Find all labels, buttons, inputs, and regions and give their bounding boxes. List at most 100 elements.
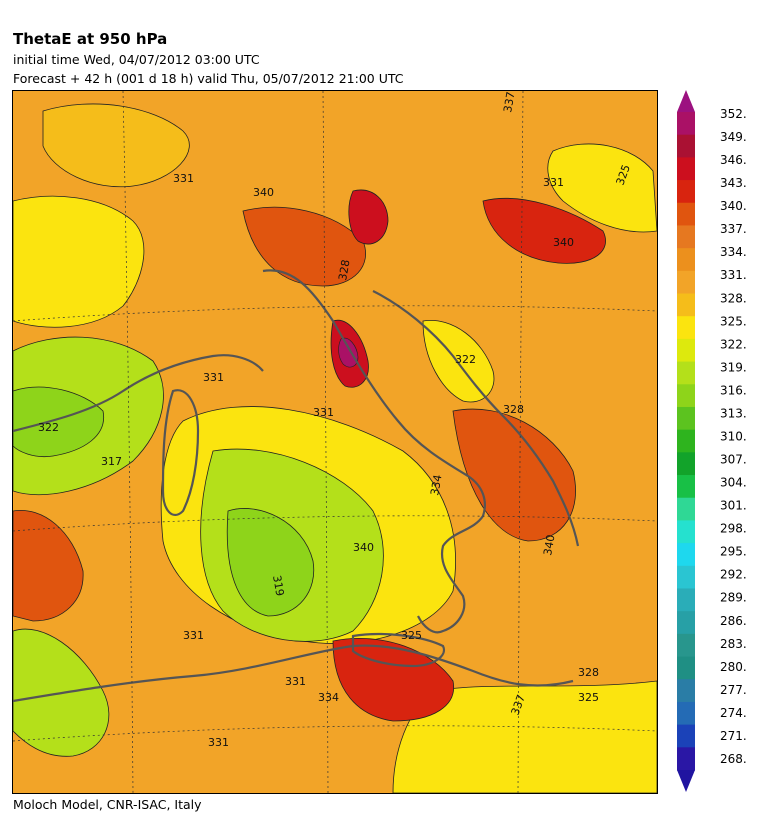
contour-label: 337 [501,91,517,114]
colorbar-level-label: 340. [720,199,747,213]
colorbar-swatch [677,361,695,385]
coastline-sicily [351,632,446,668]
colorbar-swatch [677,611,695,635]
colorbar-swatch [677,497,695,522]
colorbar-level-label: 328. [720,291,747,305]
field-region-south-yellow [392,680,657,793]
colorbar-level-label: 280. [720,660,747,674]
contour-label: 331 [285,675,306,688]
colorbar-level-label: 316. [720,383,747,397]
field-region-east-hot [482,197,606,264]
colorbar-level-label: 283. [720,637,747,651]
colorbar-legend: 352. 349. 346. 343. 340. 337. 334. 331. 328. 325.… [676,88,760,794]
colorbar-level-label: 292. [720,568,747,582]
coastline-north-africa [13,644,574,703]
field-region-tyrrhenian-deep-green [226,508,315,617]
coastline-italy [262,269,486,634]
contour-label: 322 [455,353,476,366]
colorbar-level-label: 268. [720,752,747,766]
contour-label: 331 [183,629,204,642]
contour-label: 317 [101,455,122,468]
colorbar-level-label: 307. [720,453,747,467]
colorbar-level-label: 322. [720,337,747,351]
field-region-alps-hot [242,206,366,287]
colorbar-swatch [677,384,695,408]
contour-label: 331 [543,176,564,189]
field-region-west-deep-green [13,386,105,458]
colorbar-swatch [677,202,695,227]
field-region-north-yellow [42,103,190,188]
contour-label: 340 [541,534,557,557]
contour-label: 331 [313,406,334,419]
colorbar-level-label: 343. [720,176,747,190]
colorbar-swatch [677,565,695,590]
colorbar-swatch [677,134,695,158]
colorbar-swatch [677,633,695,658]
contour-label: 331 [203,371,224,384]
thetae-map: 337 331 340 325 331 340 328 322 331 322 … [12,90,658,794]
colorbar-level-label: 349. [720,130,747,144]
colorbar-level-label: 334. [720,245,747,259]
contour-label: 328 [503,403,524,416]
colorbar-level-label: 325. [720,314,747,328]
colorbar-swatch [677,316,695,340]
colorbar-level-label: 304. [720,476,747,490]
contour-label: 328 [578,666,599,679]
colorbar-level-label: 295. [720,545,747,559]
coastline-adriatic-east [372,290,580,547]
forecast-time-label: Forecast + 42 h (001 d 18 h) valid Thu, … [13,71,404,86]
contour-label: 340 [353,541,374,554]
contour-label: 334 [428,474,444,497]
colorbar-swatch [677,293,695,317]
colorbar-level-label: 313. [720,406,747,420]
field-region-italy-peak [338,337,359,368]
colorbar-level-label: 310. [720,430,747,444]
colorbar-swatch [677,338,695,363]
contour-label: 340 [553,236,574,249]
colorbar-level-label: 301. [720,499,747,513]
colorbar-level-label: 337. [720,222,747,236]
colorbar-level-label: 286. [720,614,747,628]
colorbar-swatch [677,270,695,295]
colorbar-level-label: 319. [720,360,747,374]
contour-label: 322 [38,421,59,434]
field-region-east-yellow [547,143,657,233]
colorbar-top-arrow [677,90,695,112]
colorbar-swatch [677,588,695,612]
colorbar-swatch [677,452,695,476]
map-title: ThetaE at 950 hPa [13,30,168,48]
contour-label-group: 337 331 340 325 331 340 328 322 331 322 … [38,91,633,749]
colorbar-swatch [677,679,695,703]
colorbar-level-label: 298. [720,522,747,536]
colorbar-swatch [677,180,695,204]
colorbar-level-label: 277. [720,683,747,697]
colorbar-swatch [677,248,695,272]
contour-label: 325 [401,629,422,642]
initial-time-label: initial time Wed, 04/07/2012 03:00 UTC [13,52,260,67]
colorbar-swatch [677,543,695,567]
contour-label: 325 [578,691,599,704]
colorbar-swatch [677,429,695,453]
thetae-map-canvas: 337 331 340 325 331 340 328 322 331 322 … [13,91,657,793]
contour-label: 334 [318,691,339,704]
coastline-corsica-sardinia [161,389,200,516]
contour-label: 331 [208,736,229,749]
colorbar-swatch [677,157,695,181]
colorbar-swatch [677,701,695,726]
colorbar-swatch [677,724,695,748]
colorbar-level-label: 271. [720,729,747,743]
contour-label: 340 [253,186,274,199]
lat-lon-grid [13,91,657,793]
colorbar-level-label: 331. [720,268,747,282]
contour-label: 319 [270,574,286,597]
colorbar-swatch [677,747,695,771]
field-region-sicily-hot [332,638,455,722]
field-region-west-yellow [13,195,145,328]
colorbar-level-label: 352. [720,107,747,121]
colorbar-bottom-arrow [677,770,695,792]
colorbar-swatch [677,475,695,499]
colorbar-level-label: 274. [720,706,747,720]
colorbar-canvas: 352. 349. 346. 343. 340. 337. 334. 331. 328. 325.… [677,90,747,792]
colorbar-level-label: 289. [720,591,747,605]
colorbar-swatch [677,225,695,249]
